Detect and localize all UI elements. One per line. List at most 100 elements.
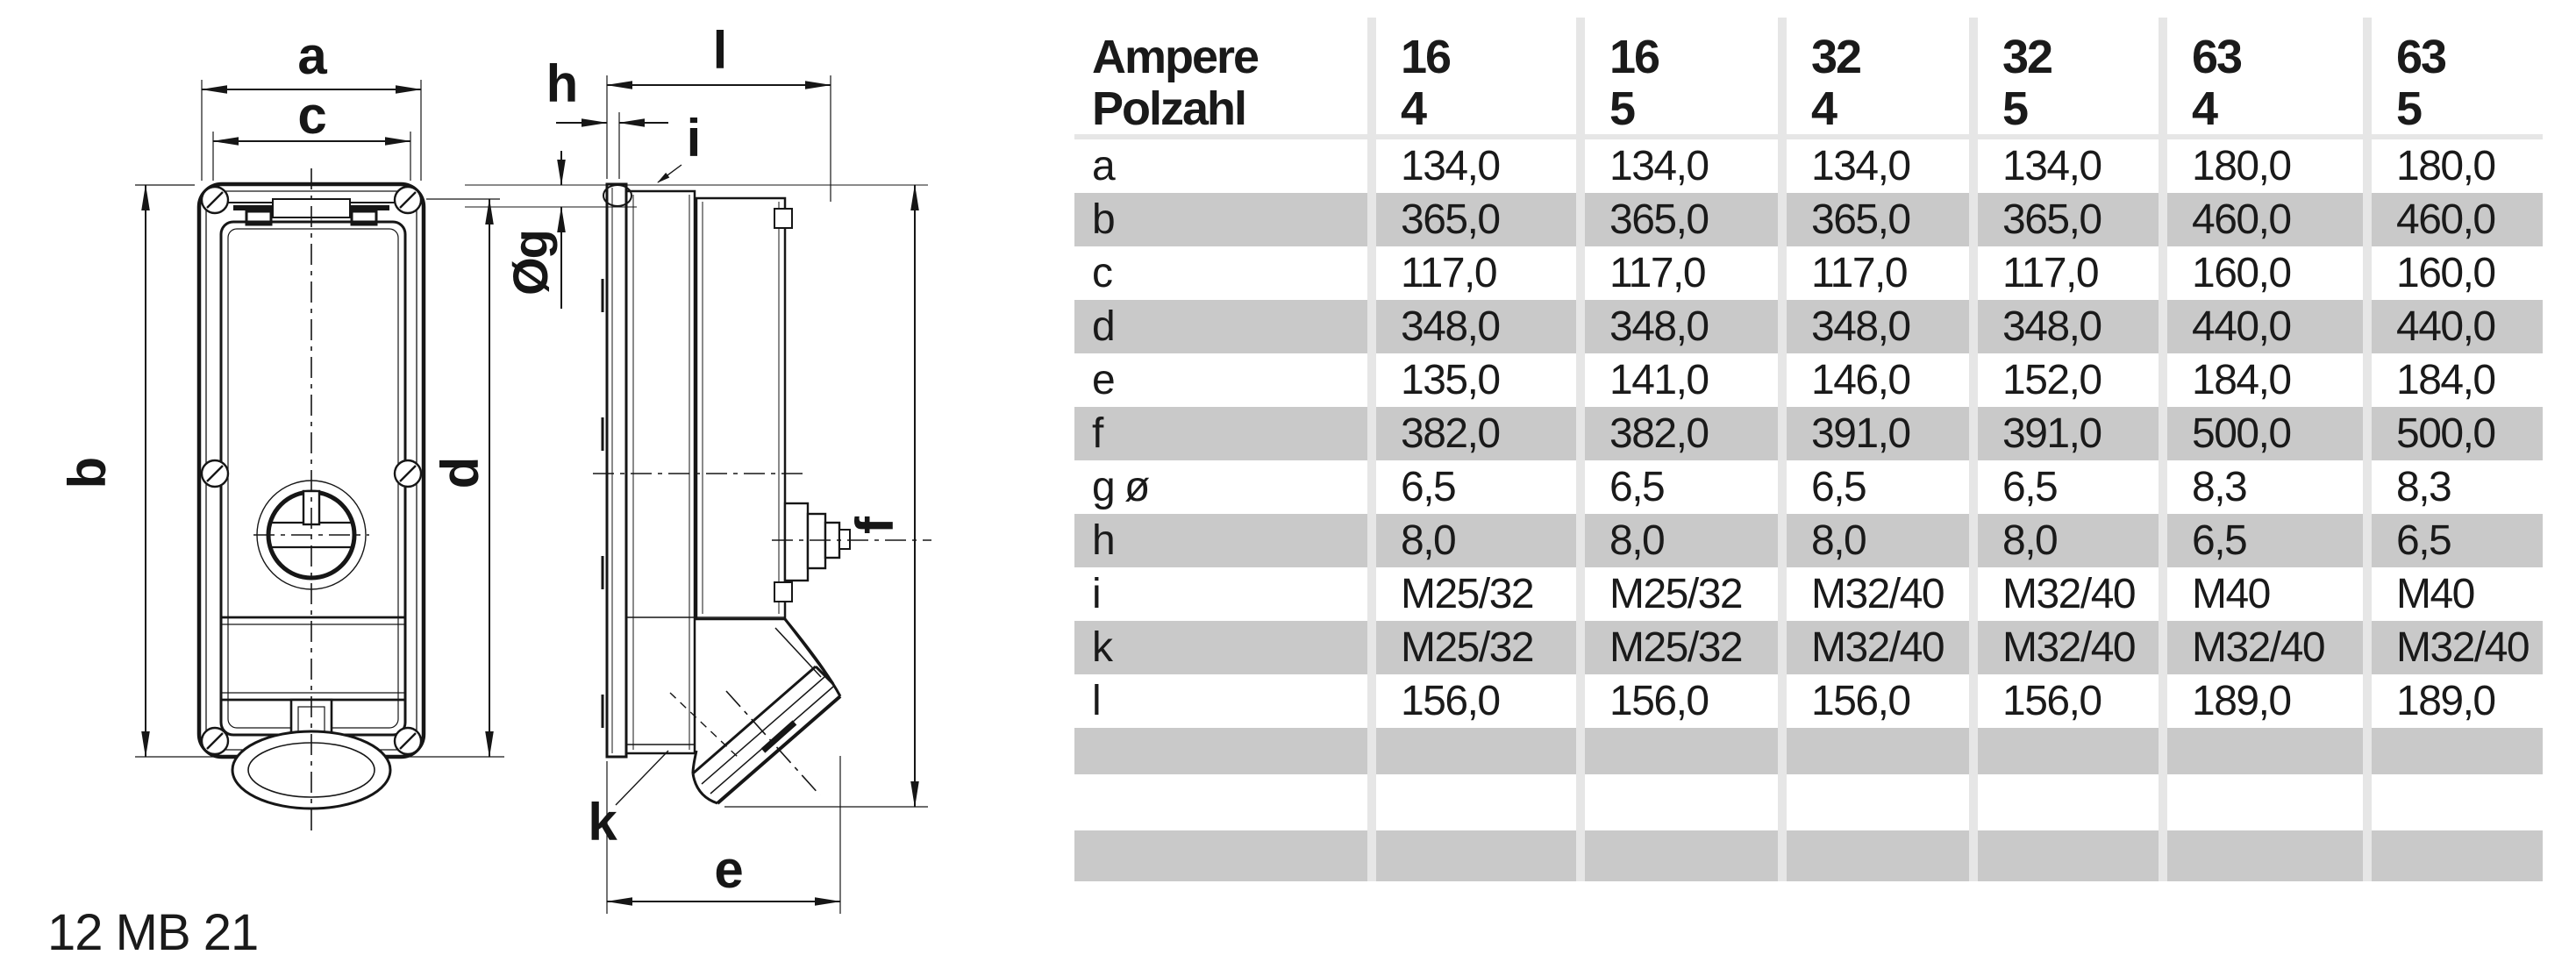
- empty-cell: [2372, 830, 2543, 881]
- dim-label-k: k: [588, 793, 617, 852]
- table-cell: 348,0: [1978, 300, 2159, 353]
- table-cell: 189,0: [2167, 674, 2363, 728]
- header-polzahl-label: Polzahl: [1092, 82, 1247, 135]
- table-cell: 156,0: [1585, 674, 1778, 728]
- table-cell: 141,0: [1585, 353, 1778, 407]
- table-cell: M40: [2167, 567, 2363, 621]
- front-door-outline: [219, 220, 407, 737]
- technical-drawing: a c b d: [58, 21, 931, 914]
- table-cell: 156,0: [1376, 674, 1576, 728]
- empty-cell: [1978, 774, 2159, 830]
- header-column: 63 5: [2372, 18, 2543, 135]
- table-cell: 134,0: [1376, 139, 1576, 193]
- dim-label-l: l: [713, 21, 726, 80]
- table-cell: 365,0: [1787, 193, 1969, 246]
- table-cell: 160,0: [2167, 246, 2363, 300]
- table-cell: 6,5: [2372, 514, 2543, 567]
- front-view-drawing: a c b d: [58, 26, 504, 833]
- table-cell: M32/40: [1787, 621, 1969, 674]
- table-cell: 382,0: [1376, 407, 1576, 460]
- row-label: d: [1074, 300, 1367, 353]
- dim-label-h: h: [546, 54, 577, 113]
- table-cell: 117,0: [1978, 246, 2159, 300]
- table-cell: 8,0: [1978, 514, 2159, 567]
- empty-cell: [1787, 728, 1969, 774]
- empty-cell: [1585, 774, 1778, 830]
- table-cell: 348,0: [1787, 300, 1969, 353]
- table-cell: M25/32: [1585, 621, 1778, 674]
- dim-label-c: c: [297, 86, 325, 145]
- dim-label-i: i: [687, 109, 700, 167]
- empty-cell: [1787, 774, 1969, 830]
- leader-line-k: [615, 750, 669, 806]
- table-cell: 8,0: [1787, 514, 1969, 567]
- table-cell: 365,0: [1376, 193, 1576, 246]
- row-label: a: [1074, 139, 1367, 193]
- table-cell: 348,0: [1376, 300, 1576, 353]
- empty-cell: [1376, 728, 1576, 774]
- table-cell: 8,3: [2372, 460, 2543, 514]
- row-label: h: [1074, 514, 1367, 567]
- empty-cell: [2167, 774, 2363, 830]
- table-cell: M25/32: [1585, 567, 1778, 621]
- table-cell: 189,0: [2372, 674, 2543, 728]
- empty-cell: [1978, 728, 2159, 774]
- side-view-drawing: l h i Øg f e k: [465, 21, 931, 914]
- table-cell: M32/40: [2372, 621, 2543, 674]
- empty-cell: [1585, 728, 1778, 774]
- table-cell: 134,0: [1787, 139, 1969, 193]
- table-cell: 117,0: [1787, 246, 1969, 300]
- row-label: e: [1074, 353, 1367, 407]
- empty-cell: [1787, 830, 1969, 881]
- table-cell: M32/40: [2167, 621, 2363, 674]
- empty-cell: [2167, 830, 2363, 881]
- table-cell: 460,0: [2167, 193, 2363, 246]
- table-cell: 160,0: [2372, 246, 2543, 300]
- table-cell: 117,0: [1585, 246, 1778, 300]
- header-column: 32 5: [1978, 18, 2159, 135]
- table-cell: 135,0: [1376, 353, 1576, 407]
- table-cell: 6,5: [2167, 514, 2363, 567]
- dim-label-d: d: [431, 459, 489, 489]
- empty-cell: [1376, 774, 1576, 830]
- angled-socket: [669, 618, 842, 805]
- header-column: 16 5: [1585, 18, 1778, 135]
- table-cell: M32/40: [1787, 567, 1969, 621]
- row-label: b: [1074, 193, 1367, 246]
- side-body-mid: [624, 189, 696, 755]
- table-cell: 6,5: [1978, 460, 2159, 514]
- header-labels: Ampere Polzahl: [1074, 18, 1367, 135]
- table-cell: 440,0: [2167, 300, 2363, 353]
- dim-label-diameter-g: Øg: [503, 231, 558, 296]
- table-cell: M25/32: [1376, 567, 1576, 621]
- dim-label-a: a: [297, 26, 327, 85]
- table-cell: 152,0: [1978, 353, 2159, 407]
- table-cell: 500,0: [2372, 407, 2543, 460]
- table-cell: 365,0: [1585, 193, 1778, 246]
- row-label: l: [1074, 674, 1367, 728]
- header-column: 16 4: [1376, 18, 1576, 135]
- dimension-table: Ampere Polzahl 16 4 16 5 32 4 32 5 63 4 63 5 a…: [1074, 18, 2543, 881]
- table-cell: 134,0: [1978, 139, 2159, 193]
- table-cell: 8,3: [2167, 460, 2363, 514]
- empty-cell: [2372, 728, 2543, 774]
- empty-cell: [1585, 830, 1778, 881]
- header-ampere-label: Ampere: [1092, 31, 1259, 83]
- table-cell: 184,0: [2167, 353, 2363, 407]
- table-cell: 156,0: [1787, 674, 1969, 728]
- side-body-cover: [695, 196, 787, 621]
- empty-cell: [1074, 830, 1367, 881]
- table-cell: 365,0: [1978, 193, 2159, 246]
- header-column: 32 4: [1787, 18, 1969, 135]
- empty-cell: [1376, 830, 1576, 881]
- row-label: i: [1074, 567, 1367, 621]
- empty-cell: [2167, 728, 2363, 774]
- part-number-label: 12 MB 21: [47, 904, 259, 961]
- empty-cell: [1074, 774, 1367, 830]
- row-label: c: [1074, 246, 1367, 300]
- table-cell: 180,0: [2167, 139, 2363, 193]
- table-cell: 500,0: [2167, 407, 2363, 460]
- table-cell: 348,0: [1585, 300, 1778, 353]
- header-column: 63 4: [2167, 18, 2363, 135]
- table-cell: 6,5: [1585, 460, 1778, 514]
